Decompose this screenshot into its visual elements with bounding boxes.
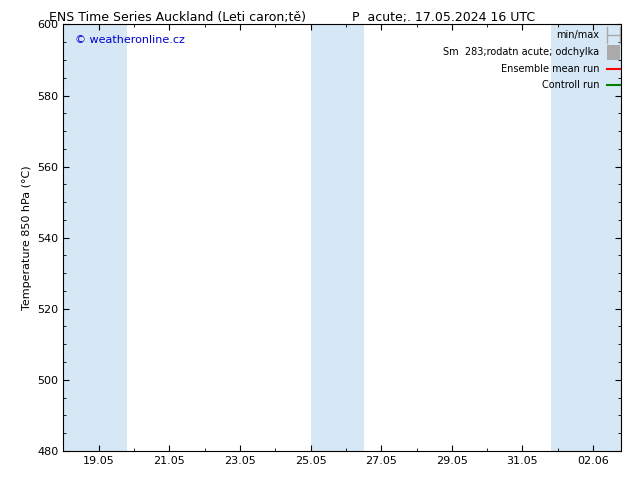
- Text: Controll run: Controll run: [541, 80, 599, 91]
- Text: P  acute;. 17.05.2024 16 UTC: P acute;. 17.05.2024 16 UTC: [353, 11, 535, 24]
- Text: © weatheronline.cz: © weatheronline.cz: [75, 35, 184, 45]
- Text: Sm  283;rodatn acute; odchylka: Sm 283;rodatn acute; odchylka: [443, 47, 599, 57]
- Text: Ensemble mean run: Ensemble mean run: [500, 64, 599, 74]
- Bar: [607, 45, 620, 60]
- Bar: [63, 24, 127, 451]
- Bar: [311, 24, 363, 451]
- Bar: [551, 24, 621, 451]
- Y-axis label: Temperature 850 hPa (°C): Temperature 850 hPa (°C): [22, 165, 32, 310]
- Text: min/max: min/max: [556, 30, 599, 40]
- Text: ENS Time Series Auckland (Leti caron;tě): ENS Time Series Auckland (Leti caron;tě): [49, 11, 306, 24]
